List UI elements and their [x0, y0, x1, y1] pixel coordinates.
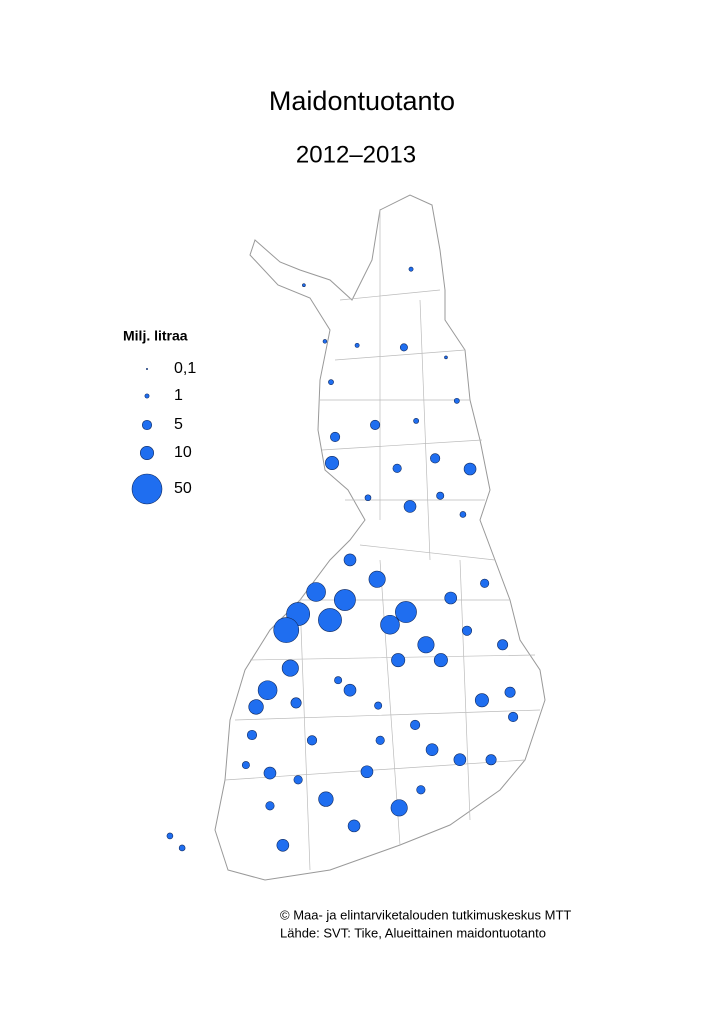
- production-bubble: [276, 838, 290, 852]
- production-bubble: [399, 343, 408, 352]
- production-bubble: [444, 591, 458, 605]
- production-bubble: [343, 683, 357, 697]
- production-bubble: [416, 785, 426, 795]
- region-borders: [224, 210, 541, 871]
- production-bubble: [508, 711, 519, 722]
- title: Maidontuotanto: [269, 86, 455, 116]
- production-bubble: [453, 397, 460, 404]
- subtitle: 2012–2013: [296, 141, 416, 168]
- legend-label: 0,1: [174, 360, 196, 377]
- production-bubble: [453, 753, 467, 767]
- production-bubble: [497, 639, 509, 651]
- production-bubble: [504, 686, 516, 698]
- legend-label: 10: [174, 444, 192, 461]
- production-bubble: [334, 676, 343, 685]
- production-bubble: [334, 589, 356, 611]
- production-bubble: [360, 765, 374, 779]
- production-bubble: [461, 625, 473, 636]
- legend-label: 5: [174, 416, 183, 433]
- production-bubble: [306, 582, 326, 602]
- production-bubble: [328, 379, 334, 386]
- production-bubble: [241, 761, 250, 770]
- production-bubble: [391, 653, 406, 668]
- production-bubble: [246, 729, 258, 741]
- production-bubble: [417, 636, 435, 654]
- production-bubble: [322, 339, 328, 344]
- production-bubble: [410, 719, 421, 731]
- legend-symbol: [146, 368, 148, 370]
- legend-symbol: [131, 473, 163, 505]
- production-bubble: [375, 735, 385, 745]
- production-bubble: [330, 431, 341, 442]
- credit-line: Lähde: SVT: Tike, Alueittainen maidontuo…: [280, 925, 546, 940]
- production-bubble: [273, 617, 300, 643]
- points: [166, 266, 519, 852]
- production-bubble: [380, 614, 400, 635]
- production-bubble: [302, 283, 306, 288]
- production-bubble: [425, 743, 439, 756]
- production-bubble: [413, 417, 420, 424]
- production-bubble: [263, 766, 277, 780]
- production-bubble: [306, 735, 318, 746]
- production-bubble: [178, 844, 186, 852]
- legend-symbol: [144, 393, 150, 399]
- production-bubble: [390, 799, 408, 817]
- production-bubble: [433, 653, 448, 668]
- production-bubble: [290, 697, 302, 709]
- production-bubble: [265, 801, 275, 811]
- production-bubble: [444, 355, 448, 360]
- legend: 0,1 1 5 10 50: [131, 360, 196, 505]
- country-outline: [214, 194, 546, 881]
- legend-label: 50: [174, 480, 192, 497]
- production-bubble: [343, 553, 357, 567]
- production-bubble: [248, 699, 264, 715]
- production-bubble: [430, 453, 441, 464]
- production-bubble: [374, 701, 383, 710]
- production-bubble: [257, 680, 278, 701]
- production-bubble: [354, 342, 360, 348]
- production-bubble: [318, 608, 342, 632]
- production-bubble: [436, 491, 445, 500]
- production-bubble: [395, 601, 417, 623]
- production-bubble: [166, 832, 174, 840]
- production-bubble: [364, 494, 372, 502]
- credit-line: © Maa- ja elintarviketalouden tutkimuske…: [280, 907, 571, 922]
- production-bubble: [480, 578, 490, 588]
- legend-symbol: [139, 445, 155, 461]
- production-bubble: [293, 775, 303, 785]
- production-bubble: [408, 266, 414, 272]
- legend-symbol: [141, 419, 153, 431]
- production-bubble: [392, 463, 402, 473]
- production-bubble: [403, 500, 417, 513]
- production-bubble: [318, 791, 334, 807]
- production-bubble: [485, 754, 497, 766]
- legend-label: 1: [174, 387, 183, 404]
- production-bubble: [463, 462, 477, 476]
- production-bubble: [474, 693, 489, 708]
- production-bubble: [370, 419, 381, 430]
- production-bubble: [368, 570, 386, 588]
- production-bubble: [347, 819, 361, 833]
- production-bubble: [281, 659, 299, 677]
- production-bubble: [325, 455, 340, 470]
- production-bubble: [459, 511, 467, 518]
- legend-title: Milj. litraa: [123, 328, 188, 344]
